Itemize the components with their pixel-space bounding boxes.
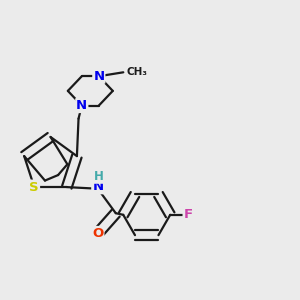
Text: O: O — [92, 227, 103, 240]
Text: N: N — [93, 70, 104, 83]
Text: CH₃: CH₃ — [127, 67, 148, 77]
Text: N: N — [76, 99, 87, 112]
Text: H: H — [94, 170, 103, 183]
Text: S: S — [29, 181, 39, 194]
Text: N: N — [92, 180, 104, 193]
Text: F: F — [184, 208, 193, 221]
